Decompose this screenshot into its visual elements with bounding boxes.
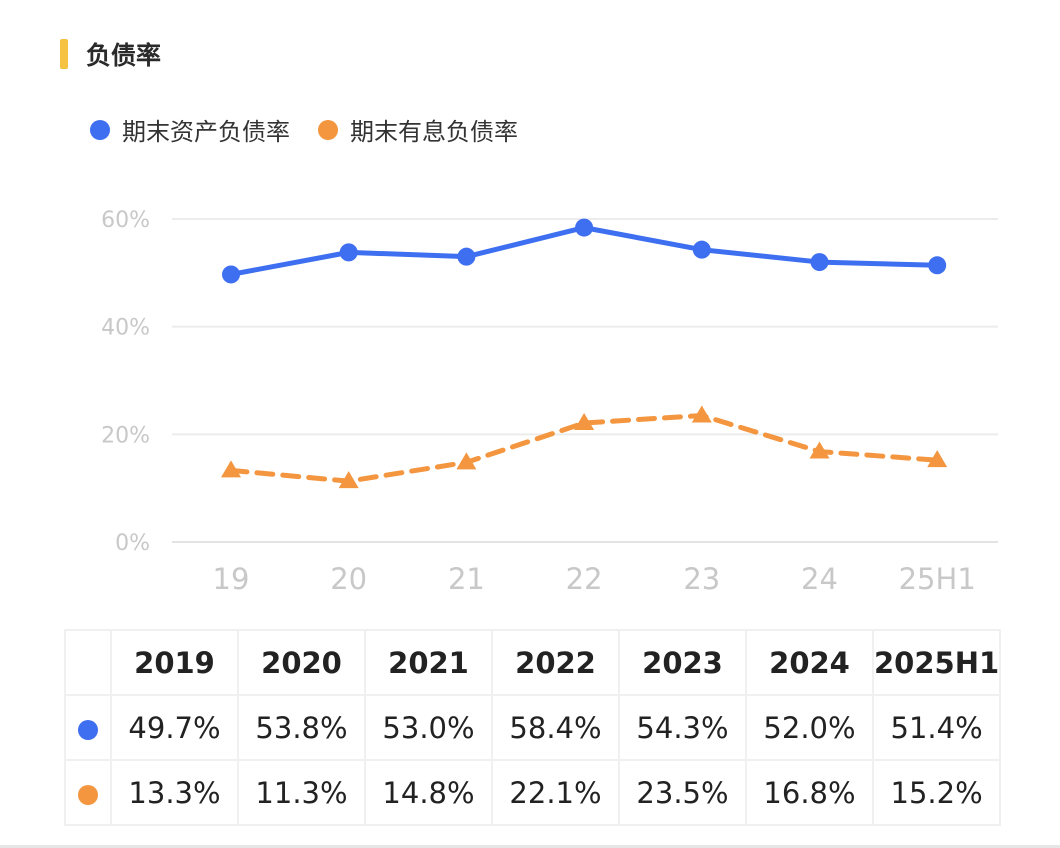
bottom-divider	[0, 845, 1060, 848]
y-tick-label: 20%	[101, 423, 150, 448]
table-cell: 11.3%	[237, 759, 366, 826]
data-point-circle	[810, 253, 829, 272]
data-point-triangle	[338, 471, 359, 489]
legend-dot-blue-icon	[90, 119, 110, 140]
table-header-cell: 2021	[364, 629, 493, 696]
table-header-row: 2019 2020 2021 2022 2023 2024 2025H1	[64, 629, 1002, 696]
table-cell: 14.8%	[364, 759, 493, 826]
legend-label: 期末资产负债率	[122, 118, 290, 146]
x-tick-label: 19	[213, 562, 250, 596]
data-point-circle	[928, 256, 947, 275]
table-cell: 52.0%	[745, 694, 874, 761]
table-header-cell: 2019	[110, 629, 239, 696]
data-point-triangle	[574, 413, 595, 431]
table-row: 49.7% 53.8% 53.0% 58.4% 54.3% 52.0% 51.4…	[64, 694, 1002, 761]
table-header-cell: 2023	[618, 629, 747, 696]
data-point-circle	[575, 218, 594, 237]
legend-label: 期末有息负债率	[350, 118, 518, 146]
x-tick-label: 20	[330, 562, 367, 596]
table-header-cell	[64, 629, 112, 696]
table-cell: 51.4%	[871, 694, 1002, 761]
y-tick-label: 40%	[101, 316, 150, 341]
table-cell: 53.0%	[364, 694, 493, 761]
x-tick-label: 23	[683, 562, 720, 596]
table-header-cell: 2020	[237, 629, 366, 696]
table-cell: 16.8%	[745, 759, 874, 826]
data-point-triangle	[809, 441, 830, 459]
x-tick-label: 21	[448, 562, 485, 596]
table-cell: 15.2%	[871, 759, 1002, 826]
data-point-circle	[457, 247, 476, 266]
legend-dot-orange-icon	[318, 119, 338, 140]
table-cell: 22.1%	[491, 759, 620, 826]
table-cell: 58.4%	[491, 694, 620, 761]
table-header-cell: 2024	[745, 629, 874, 696]
data-point-triangle	[221, 460, 241, 478]
table-header-cell: 2022	[491, 629, 620, 696]
data-point-circle	[339, 243, 358, 262]
row-marker-cell	[64, 694, 112, 761]
table-cell: 13.3%	[110, 759, 239, 826]
header-accent-bar	[60, 39, 68, 69]
table-cell: 49.7%	[110, 694, 239, 761]
data-table: 2019 2020 2021 2022 2023 2024 2025H1 49.…	[64, 629, 1002, 826]
chart-legend: 期末资产负债率 期末有息负债率	[90, 112, 546, 147]
y-tick-label: 0%	[115, 531, 150, 556]
x-tick-label: 24	[801, 562, 838, 596]
table-cell: 53.8%	[237, 694, 366, 761]
line-chart: 0% 20% 40% 60% 19 20 21 22 23 24 25H1	[101, 208, 998, 596]
data-point-triangle	[927, 450, 948, 468]
data-point-circle	[222, 265, 240, 284]
section-title: 负债率	[86, 41, 162, 70]
table-cell: 54.3%	[618, 694, 747, 761]
x-tick-label: 25H1	[899, 562, 976, 596]
section-header: 负债率	[60, 34, 161, 74]
table-cell: 23.5%	[618, 759, 747, 826]
row-marker-cell	[64, 759, 112, 826]
legend-item-asset-debt-ratio: 期末资产负债率	[90, 112, 290, 147]
legend-item-interest-debt-ratio: 期末有息负债率	[318, 112, 518, 147]
data-point-circle	[692, 240, 711, 259]
row-dot-blue-icon	[78, 719, 98, 740]
data-point-triangle	[456, 452, 477, 470]
table-header-cell: 2025H1	[871, 629, 1002, 696]
y-tick-label: 60%	[101, 208, 150, 233]
row-dot-orange-icon	[78, 784, 98, 805]
x-tick-label: 22	[566, 562, 603, 596]
table-row: 13.3% 11.3% 14.8% 22.1% 23.5% 16.8% 15.2…	[64, 759, 1002, 826]
data-point-triangle	[691, 405, 712, 423]
